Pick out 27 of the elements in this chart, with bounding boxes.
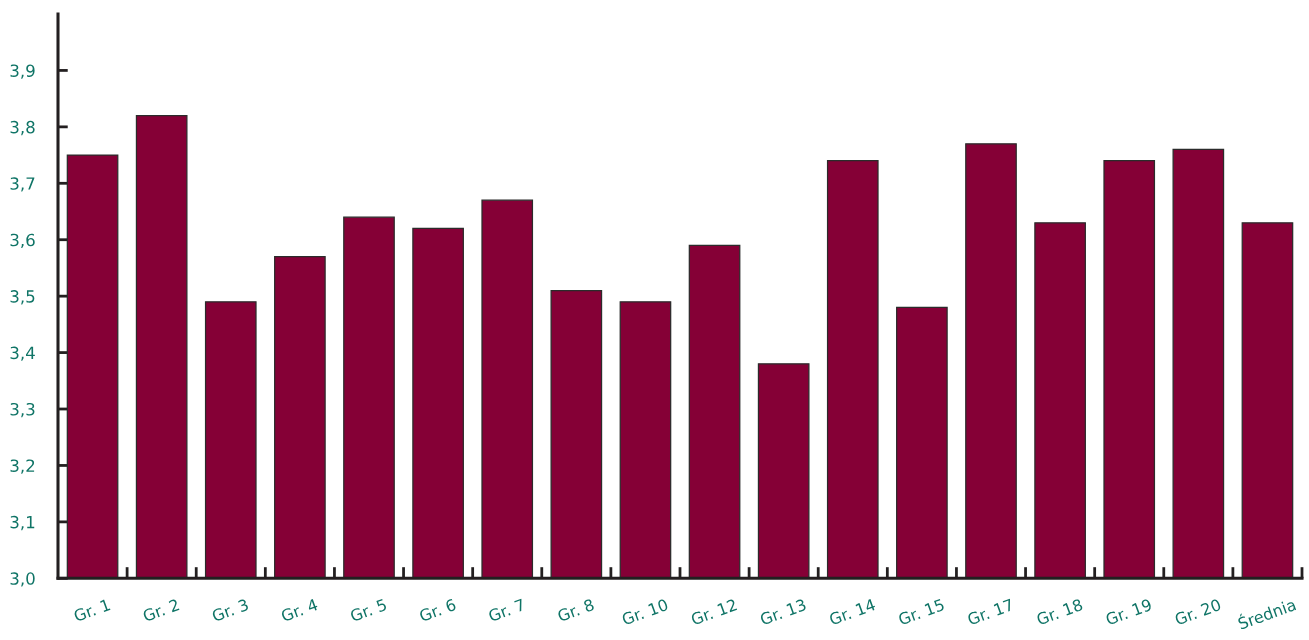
x-tick-label: Gr. 20: [1174, 598, 1222, 626]
y-tick-label: 3,6: [10, 233, 35, 248]
y-tick-label: 3,2: [10, 459, 35, 474]
y-tick-label: 3,4: [10, 346, 35, 361]
y-tick-label: 3,1: [10, 515, 35, 531]
x-tick-label: Gr. 15: [897, 598, 945, 626]
x-tick-label: Gr. 8: [556, 598, 595, 622]
x-tick-label: Gr. 10: [621, 598, 669, 626]
x-tick-label: Gr. 17: [966, 598, 1014, 626]
x-tick-label: Gr. 13: [759, 598, 807, 626]
y-tick-label: 3,7: [10, 177, 35, 192]
x-tick-label: Gr. 5: [349, 598, 388, 622]
x-tick-label: Gr. 6: [418, 598, 457, 622]
x-tick-label: Gr. 14: [828, 598, 877, 626]
x-tick-label: Gr. 2: [142, 598, 180, 622]
x-tick-label: Gr. 3: [211, 598, 249, 622]
y-tick-label: 3,0: [10, 572, 35, 587]
x-tick-label: Gr. 4: [280, 598, 319, 622]
y-tick-label: 3,3: [10, 402, 35, 418]
y-tick-label: 3,8: [10, 120, 35, 136]
x-tick-label: Gr. 7: [487, 598, 526, 622]
y-tick-label: 3,9: [10, 64, 35, 79]
x-tick-label: Gr. 12: [690, 598, 738, 626]
x-tick-label: Gr. 19: [1104, 598, 1153, 626]
x-tick-label: Gr. 18: [1035, 598, 1084, 626]
y-tick-label: 3,5: [10, 290, 35, 305]
x-tick-label: Gr. 1: [73, 598, 111, 622]
